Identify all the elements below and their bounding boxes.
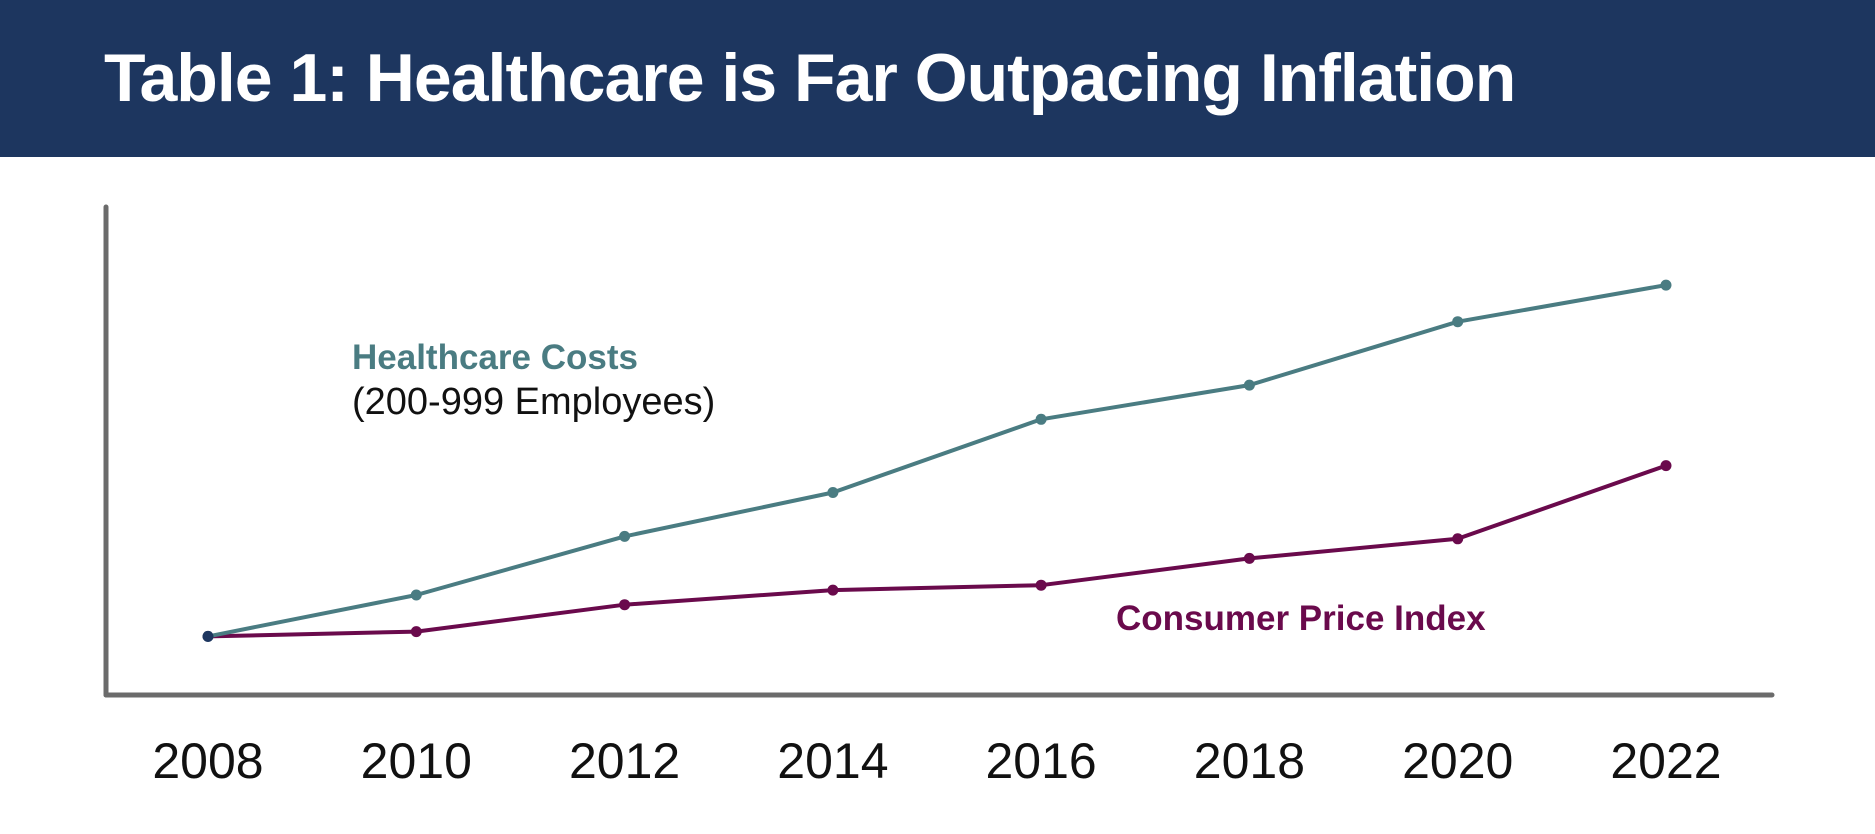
healthcare-costs-point-2010 <box>410 589 422 601</box>
consumer-price-index-point-2012 <box>619 599 631 611</box>
title-banner: Table 1: Healthcare is Far Outpacing Inf… <box>0 0 1875 157</box>
consumer-price-index-point-2014 <box>827 584 839 596</box>
healthcare-costs-point-2018 <box>1243 379 1255 391</box>
x-tick-label: 2008 <box>152 733 263 789</box>
consumer-price-index-series <box>202 460 1672 642</box>
consumer-price-index-point-2016 <box>1035 579 1047 591</box>
consumer-price-index-point-2010 <box>410 626 422 638</box>
consumer-price-index-line <box>207 463 1667 639</box>
healthcare-costs-point-2022 <box>1660 279 1672 291</box>
consumer-price-index-point-2022 <box>1660 460 1672 472</box>
healthcare-costs-point-2012 <box>619 530 631 542</box>
healthcare-costs-point-2016 <box>1035 413 1047 425</box>
x-tick-labels: 2008 2010 2012 2014 2016 2018 2020 2022 <box>152 733 1721 789</box>
consumer-price-index-point-2020 <box>1452 533 1464 545</box>
healthcare-costs-line <box>207 283 1667 639</box>
x-tick-label: 2018 <box>1194 733 1305 789</box>
x-tick-label: 2012 <box>569 733 680 789</box>
healthcare-series-label: Healthcare Costs <box>352 338 638 377</box>
chart-axes <box>103 204 1775 698</box>
x-tick-label: 2014 <box>777 733 888 789</box>
healthcare-costs-series <box>202 279 1672 642</box>
chart-title: Table 1: Healthcare is Far Outpacing Inf… <box>104 40 1516 116</box>
cpi-series-label: Consumer Price Index <box>1116 599 1486 638</box>
healthcare-costs-point-2008 <box>202 630 214 642</box>
healthcare-costs-point-2014 <box>827 487 839 498</box>
x-tick-label: 2010 <box>361 733 472 789</box>
x-tick-label: 2020 <box>1402 733 1513 789</box>
series-layer <box>202 279 1672 642</box>
consumer-price-index-point-2018 <box>1243 552 1255 564</box>
x-tick-label: 2016 <box>985 733 1096 789</box>
healthcare-costs-point-2020 <box>1452 316 1464 328</box>
healthcare-series-sublabel: (200-999 Employees) <box>352 381 715 423</box>
x-tick-label: 2022 <box>1610 733 1721 789</box>
